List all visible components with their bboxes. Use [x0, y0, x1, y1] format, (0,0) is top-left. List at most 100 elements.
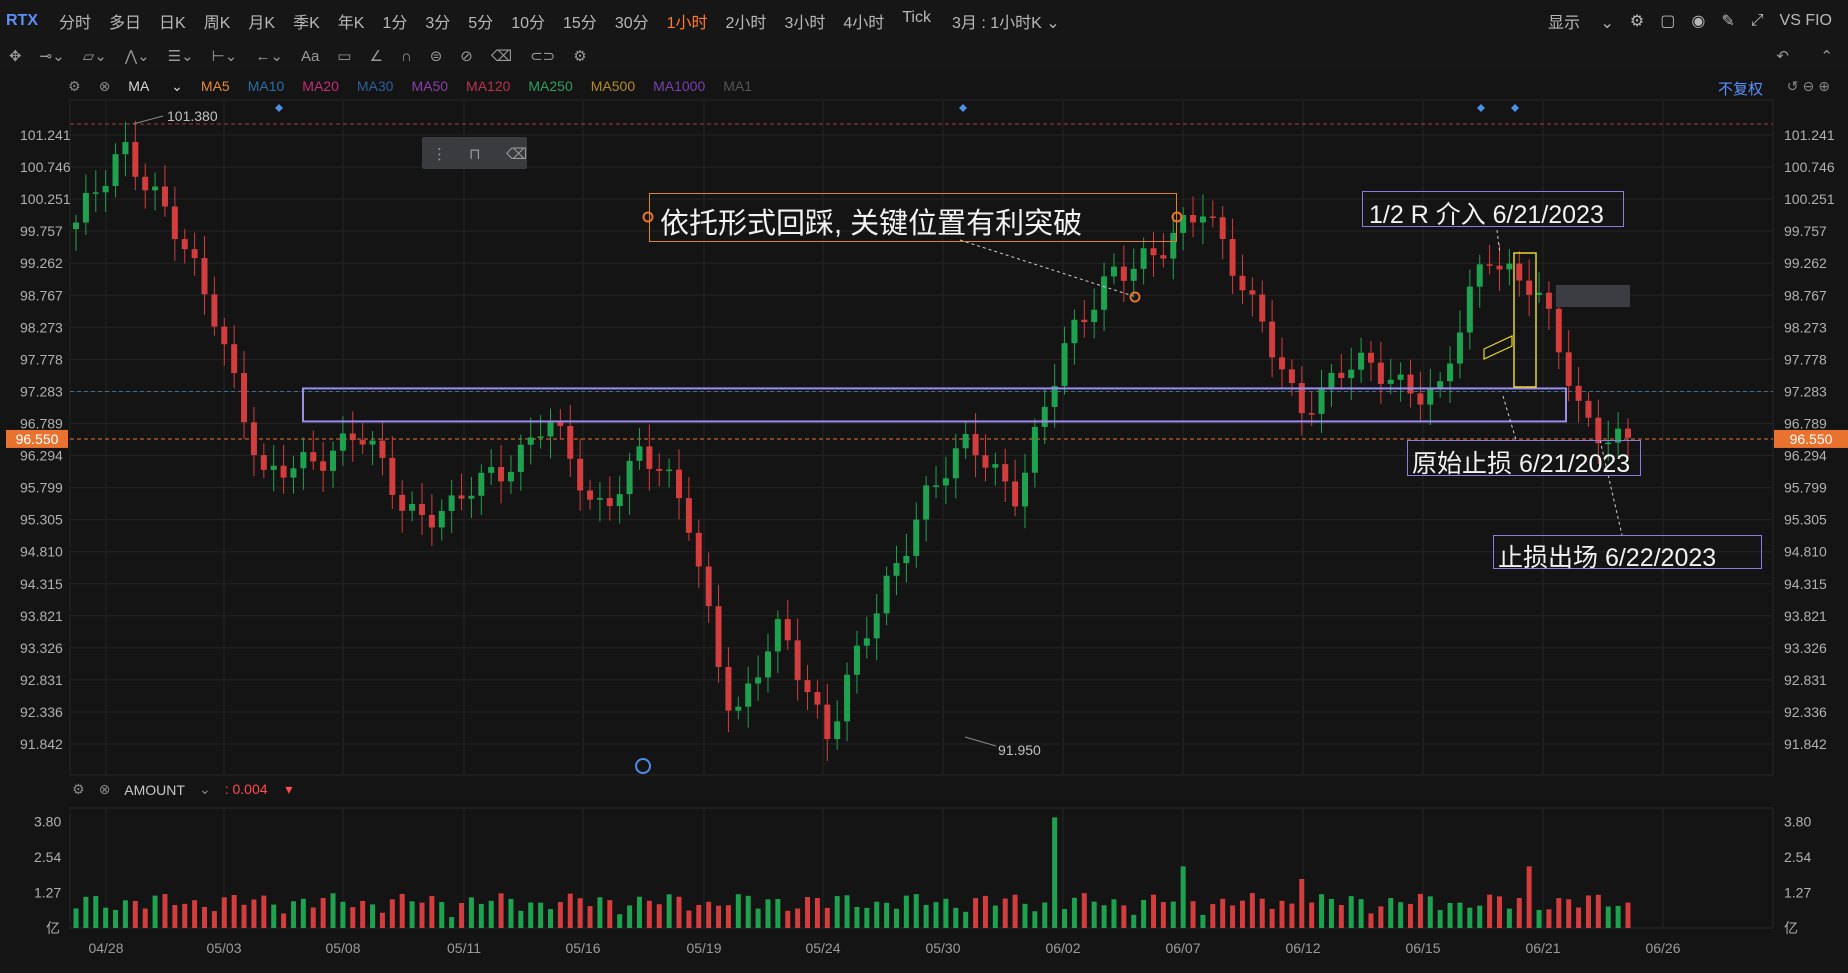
symbol-label[interactable]: RTX	[6, 12, 38, 29]
adjust-mode[interactable]: 不复权	[1717, 81, 1763, 98]
zigzag-tool-icon[interactable]: ⋀⌄	[124, 48, 150, 65]
crosshair-icon[interactable]: ✥	[9, 48, 22, 65]
period-tab[interactable]: 1分	[382, 15, 408, 32]
period-tab[interactable]: 季K	[293, 15, 320, 32]
annotation-exit[interactable]: 止损出场 6/22/2023	[1493, 535, 1762, 572]
camera-icon[interactable]: ◉	[1691, 13, 1706, 30]
period-tab[interactable]: 4小时	[843, 15, 885, 32]
trash-icon[interactable]: ⌫	[490, 48, 513, 65]
candle-body	[1526, 280, 1533, 295]
volume-bar	[1299, 879, 1305, 928]
candle-body	[339, 433, 346, 451]
volume-bar	[1200, 914, 1206, 928]
ma-item[interactable]: MA250	[528, 78, 573, 94]
lock-icon[interactable]: ⊜	[429, 48, 443, 65]
y-tick-label: 91.842	[1784, 736, 1827, 752]
volume-bar	[706, 901, 712, 928]
text-tool-icon[interactable]: Aa	[300, 47, 320, 65]
arrow-tool-icon[interactable]: ←⌄	[255, 48, 283, 65]
volume-chevron-icon[interactable]: ⌄	[198, 781, 211, 797]
period-tab[interactable]: Tick	[902, 9, 931, 26]
shape-tool-icon[interactable]: ▱⌄	[82, 48, 107, 65]
ma-item[interactable]: MA10	[247, 78, 285, 94]
view-selector[interactable]: 3月 : 1小时K ⌄	[951, 15, 1060, 32]
draw-icon[interactable]: ✎	[1721, 13, 1735, 30]
period-tab[interactable]: 分时	[59, 15, 92, 32]
panel-controls-icon[interactable]: ↺⊖⊕	[1786, 78, 1834, 94]
indicator-close-icon[interactable]: ⊗	[98, 77, 111, 94]
y-tick-label: 94.315	[1784, 576, 1827, 592]
volume-bar	[814, 897, 820, 928]
period-tab[interactable]: 3分	[425, 15, 451, 32]
period-tab[interactable]: 周K	[203, 15, 231, 32]
volume-bar	[1487, 894, 1493, 928]
period-tab[interactable]: 5分	[468, 15, 494, 32]
ma-item[interactable]: MA1	[723, 78, 753, 94]
volume-bar	[478, 903, 484, 928]
x-tick-label: 05/08	[325, 940, 360, 956]
volume-settings-icon[interactable]: ⚙	[72, 781, 85, 797]
ma-item[interactable]: MA20	[302, 78, 339, 94]
settings-icon[interactable]: ⚙	[1629, 13, 1645, 30]
toolbar-settings-icon[interactable]: ⚙	[573, 48, 587, 65]
ma-item[interactable]: MA50	[411, 78, 449, 94]
candle-body	[300, 452, 307, 469]
display-dropdown[interactable]: 显示 ⌄	[1548, 15, 1614, 32]
volume-bar	[300, 898, 306, 928]
period-tab[interactable]: 日K	[159, 15, 186, 32]
annotation-entry[interactable]: 1/2 R 介入 6/21/2023	[1362, 191, 1624, 229]
candle-body	[418, 504, 425, 515]
volume-bar	[656, 904, 662, 928]
volume-bar	[1042, 902, 1048, 928]
period-tab[interactable]: 30分	[614, 15, 649, 32]
volume-bar	[261, 895, 267, 928]
link-icon[interactable]: ⊂⊃	[530, 48, 556, 65]
ma-item[interactable]: MA1000	[653, 78, 706, 94]
ma-item[interactable]: MA500	[590, 78, 636, 94]
layout-icon[interactable]: ▢	[1660, 13, 1676, 30]
y-tick-label: 99.757	[1784, 223, 1827, 239]
x-tick-label: 05/03	[206, 940, 241, 956]
annotation-stop[interactable]: 原始止损 6/21/2023	[1407, 440, 1641, 478]
undo-icon[interactable]: ↶	[1776, 48, 1789, 65]
ma-item[interactable]: MA30	[356, 78, 394, 94]
volume-bar	[419, 902, 425, 928]
volume-bar	[1576, 907, 1582, 928]
fullscreen-icon[interactable]: ⤢	[1750, 12, 1764, 29]
compare-label[interactable]: VS FIO	[1779, 12, 1832, 29]
magnet-icon[interactable]: ∩	[400, 47, 412, 65]
period-tab[interactable]: 3小时	[784, 15, 826, 32]
period-tab[interactable]: 月K	[248, 15, 276, 32]
volume-close-icon[interactable]: ⊗	[98, 781, 111, 797]
hide-icon[interactable]: ⊘	[460, 48, 473, 65]
ma-item[interactable]: MA120	[466, 78, 511, 94]
volume-value: : 0.004 ▾	[224, 781, 293, 797]
volume-bar	[1032, 911, 1038, 928]
volume-bar	[1625, 902, 1631, 928]
period-tab[interactable]: 1小时	[666, 15, 708, 32]
main-indicator-name[interactable]: MA ⌄	[128, 77, 183, 94]
indicator-settings-icon[interactable]: ⚙	[68, 77, 81, 94]
period-tab[interactable]: 10分	[511, 15, 545, 32]
period-tab[interactable]: 年K	[337, 15, 365, 32]
candle-body	[1021, 472, 1028, 507]
candle-body	[1585, 400, 1592, 418]
measure-tool-icon[interactable]: ⊢⌄	[211, 48, 238, 65]
candle-body	[537, 436, 544, 438]
fib-tool-icon[interactable]: ☰⌄	[167, 48, 194, 65]
candle-body	[112, 154, 119, 187]
volume-bar	[330, 893, 336, 928]
volume-bar	[320, 897, 326, 928]
line-tool-icon[interactable]: ⊸⌄	[39, 48, 65, 65]
candle-body	[161, 186, 168, 207]
ma-item[interactable]: MA5	[200, 78, 230, 94]
period-tab[interactable]: 2小时	[725, 15, 767, 32]
period-tab[interactable]: 15分	[563, 15, 597, 32]
collapse-icon[interactable]: ⌃	[1820, 48, 1833, 65]
period-tab[interactable]: 多日	[109, 15, 142, 32]
pencil-icon[interactable]: ∠	[369, 48, 383, 65]
comment-tool-icon[interactable]: ▭	[337, 48, 352, 65]
annotation-main[interactable]: 依托形式回踩, 关键位置有利突破	[649, 193, 1177, 242]
volume-name[interactable]: AMOUNT	[124, 781, 185, 798]
